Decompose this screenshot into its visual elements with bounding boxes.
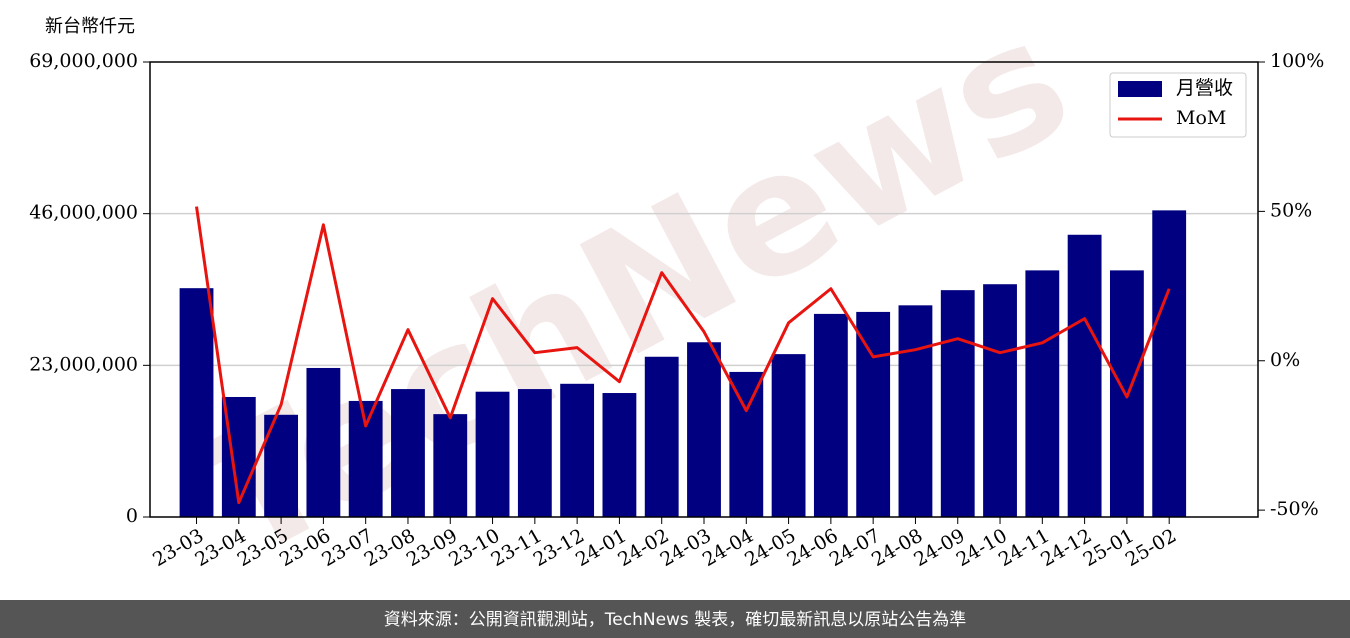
bar — [391, 389, 425, 517]
y-axis-label: 新台幣仟元 — [45, 16, 135, 37]
y2-tick-label: -50% — [1270, 498, 1319, 520]
y2-tick-label: 100% — [1270, 50, 1324, 72]
bar — [348, 400, 383, 517]
legend-swatch — [1118, 81, 1162, 97]
y-tick-label: 46,000,000 — [29, 202, 138, 224]
bar — [602, 393, 637, 517]
footer: 資料來源：公開資訊觀測站，TechNews 製表，確切最新訊息以原站公告為準 — [384, 610, 966, 630]
mom-line — [195, 206, 1171, 505]
y-tick-label: 0 — [126, 505, 138, 527]
bar — [1152, 210, 1187, 517]
bar — [856, 311, 891, 517]
bar — [644, 356, 679, 517]
bar — [475, 391, 510, 517]
legend-label: 月營收 — [1176, 77, 1233, 99]
bar — [517, 389, 552, 517]
bar — [983, 284, 1017, 517]
y2-tick-label: 0% — [1270, 349, 1300, 371]
footer-bar — [0, 600, 1350, 638]
legend-label: MoM — [1176, 107, 1226, 129]
bar — [179, 288, 214, 517]
bar — [687, 342, 721, 517]
y2-tick-label: 50% — [1270, 199, 1312, 221]
bar — [940, 290, 975, 517]
bar — [813, 313, 848, 517]
y-tick-label: 23,000,000 — [29, 353, 138, 375]
bar — [560, 383, 595, 517]
bar — [1067, 234, 1102, 517]
bar — [1025, 270, 1060, 517]
bar — [771, 354, 806, 517]
bar — [306, 367, 341, 517]
bar — [898, 305, 933, 517]
bar — [433, 414, 468, 517]
bar — [729, 371, 764, 517]
y-tick-label: 69,000,000 — [29, 50, 138, 72]
